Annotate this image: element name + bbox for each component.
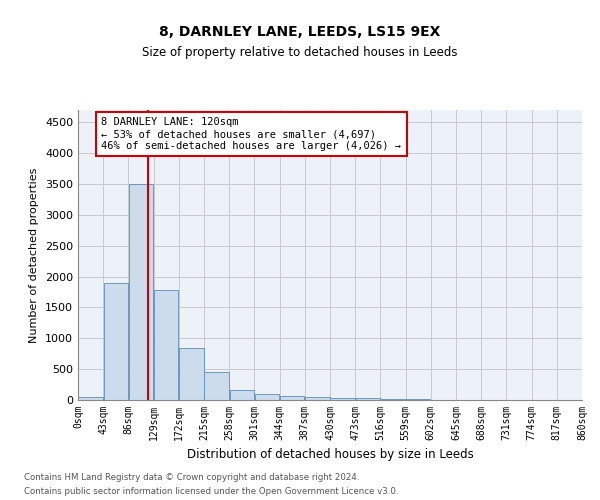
Bar: [230, 390, 254, 400]
Bar: [305, 396, 329, 400]
Bar: [129, 184, 153, 400]
Bar: [104, 283, 128, 400]
Text: 8 DARNLEY LANE: 120sqm
← 53% of detached houses are smaller (4,697)
46% of semi-: 8 DARNLEY LANE: 120sqm ← 53% of detached…: [101, 118, 401, 150]
Bar: [79, 397, 103, 400]
Bar: [205, 372, 229, 400]
X-axis label: Distribution of detached houses by size in Leeds: Distribution of detached houses by size …: [187, 448, 473, 462]
Text: Size of property relative to detached houses in Leeds: Size of property relative to detached ho…: [142, 46, 458, 59]
Y-axis label: Number of detached properties: Number of detached properties: [29, 168, 40, 342]
Bar: [356, 398, 380, 400]
Bar: [331, 398, 355, 400]
Text: Contains HM Land Registry data © Crown copyright and database right 2024.: Contains HM Land Registry data © Crown c…: [24, 473, 359, 482]
Text: Contains public sector information licensed under the Open Government Licence v3: Contains public sector information licen…: [24, 486, 398, 496]
Bar: [381, 399, 405, 400]
Bar: [255, 394, 279, 400]
Bar: [280, 396, 304, 400]
Bar: [154, 290, 178, 400]
Bar: [179, 348, 203, 400]
Text: 8, DARNLEY LANE, LEEDS, LS15 9EX: 8, DARNLEY LANE, LEEDS, LS15 9EX: [160, 26, 440, 40]
